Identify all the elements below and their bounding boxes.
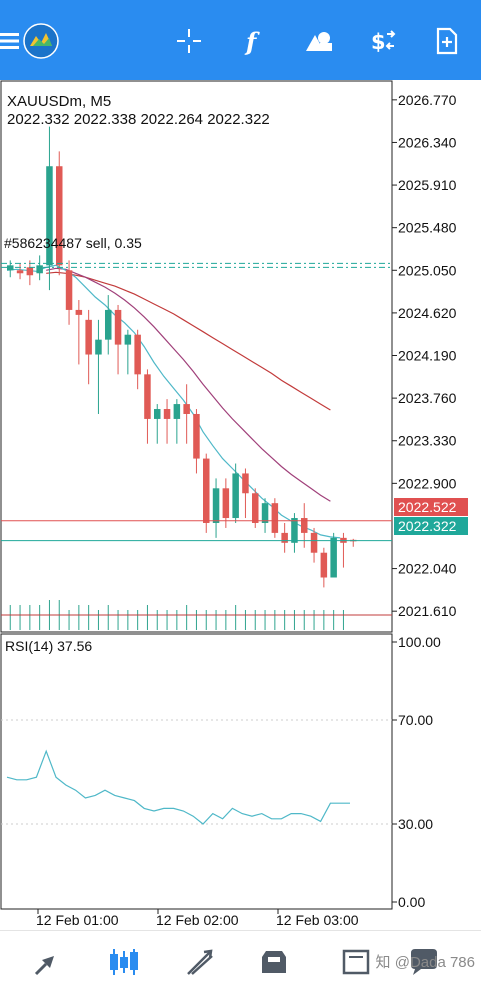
rsi-line [6, 749, 350, 825]
crosshair-icon[interactable] [170, 22, 208, 60]
indicators-icon[interactable]: f [235, 22, 273, 60]
rsi-axis-label: 100.00 [398, 634, 441, 650]
candle-body[interactable] [105, 309, 112, 340]
candle-body[interactable] [212, 488, 220, 523]
time-axis-label: 12 Feb 03:00 [276, 912, 359, 928]
candle-body[interactable] [232, 473, 239, 519]
candle-body[interactable] [252, 493, 259, 523]
ask-price-label: 2022.522 [398, 499, 457, 515]
slow-moving-average-line [46, 271, 331, 411]
candle-body[interactable] [144, 374, 151, 419]
time-axis-label: 12 Feb 02:00 [156, 912, 239, 928]
candle-body[interactable] [310, 532, 318, 553]
price-axis-label: 2023.760 [398, 390, 457, 406]
bottom-nav-bar: 知 @Dada 786 [0, 930, 481, 991]
trade-tab-icon[interactable] [182, 945, 218, 979]
chart-area[interactable]: 100.00 70.00 30.00 0.00 2026.770 2026.340 202… [0, 80, 481, 930]
candle-body[interactable] [330, 537, 337, 578]
fast-moving-average-line [6, 264, 341, 539]
price-axis-label: 2025.480 [398, 220, 457, 236]
candle-body[interactable] [163, 409, 171, 419]
chat-tab-icon[interactable] [406, 945, 442, 979]
candle-body[interactable] [26, 267, 34, 276]
price-axis-label: 2026.770 [398, 92, 457, 108]
menu-icon[interactable] [0, 22, 28, 60]
candle-body[interactable] [183, 404, 190, 414]
candle-body[interactable] [291, 518, 298, 543]
candle-body[interactable] [193, 413, 200, 459]
quotes-icon[interactable] [30, 945, 66, 979]
ask-price-tag [394, 498, 468, 516]
candle-body[interactable] [75, 309, 83, 315]
candle-body[interactable] [271, 503, 279, 533]
symbols-icon[interactable]: $ [364, 22, 402, 60]
candle-body[interactable] [281, 532, 288, 543]
candle-body[interactable] [222, 488, 230, 519]
candle-body[interactable] [242, 473, 249, 494]
rsi-axis-label: 70.00 [398, 712, 433, 728]
candle-body[interactable] [85, 319, 92, 355]
app-logo-icon [22, 22, 60, 60]
price-axis-label: 2022.900 [398, 475, 457, 491]
candle-body[interactable] [46, 166, 53, 266]
svg-text:$: $ [371, 30, 386, 54]
symbol-timeframe: XAUUSDm, M5 [7, 93, 111, 110]
ohlc-readout: 2022.332 2022.338 2022.264 2022.322 [7, 111, 270, 128]
history-tab-icon[interactable] [256, 945, 292, 979]
candle-body[interactable] [65, 270, 73, 310]
price-axis-label: 2025.910 [398, 177, 457, 193]
candle-body[interactable] [301, 518, 308, 533]
chart-tab-icon[interactable] [106, 945, 142, 979]
rsi-panel-frame [0, 633, 393, 910]
price-axis-label: 2024.620 [398, 305, 457, 321]
bid-price-label: 2022.322 [398, 518, 457, 534]
rsi-axis-label: 0.00 [398, 894, 425, 910]
time-axis-label: 12 Feb 01:00 [36, 912, 119, 928]
price-axis-label: 2026.340 [398, 134, 457, 150]
price-axis-label: 2025.050 [398, 262, 457, 278]
price-axis-label: 2024.190 [398, 348, 457, 364]
position-label[interactable]: #586234487 sell, 0.35 [4, 235, 142, 251]
candle-body[interactable] [203, 458, 210, 523]
price-chart[interactable]: 100.00 70.00 30.00 0.00 2026.770 2026.340 202… [0, 80, 481, 930]
candle-body[interactable] [320, 552, 328, 578]
candle-body[interactable] [56, 166, 63, 266]
news-tab-icon[interactable] [338, 945, 374, 979]
main-chart-frame [0, 80, 393, 633]
candle-body[interactable] [261, 503, 269, 523]
rsi-axis-label: 30.00 [398, 816, 433, 832]
price-axis-label: 2021.610 [398, 603, 457, 619]
candle-body[interactable] [154, 409, 161, 419]
candle-body[interactable] [134, 334, 141, 375]
price-axis-label: 2023.330 [398, 433, 457, 449]
candle-body[interactable] [124, 334, 132, 345]
candle-body[interactable] [114, 309, 122, 345]
price-axis-label: 2022.040 [398, 561, 457, 577]
svg-text:f: f [244, 27, 260, 56]
new-order-icon[interactable] [428, 22, 466, 60]
rsi-label: RSI(14) 37.56 [5, 638, 92, 654]
candle-body[interactable] [173, 404, 181, 419]
candle-body[interactable] [36, 265, 43, 274]
candle-body[interactable] [16, 270, 24, 274]
bid-price-tag [394, 517, 468, 535]
candle-body[interactable] [95, 339, 102, 355]
objects-icon[interactable] [300, 22, 338, 60]
top-toolbar: f $ [0, 0, 481, 80]
mid-moving-average-line [46, 267, 331, 502]
watermark-text: 知 @Dada 786 [375, 954, 475, 971]
